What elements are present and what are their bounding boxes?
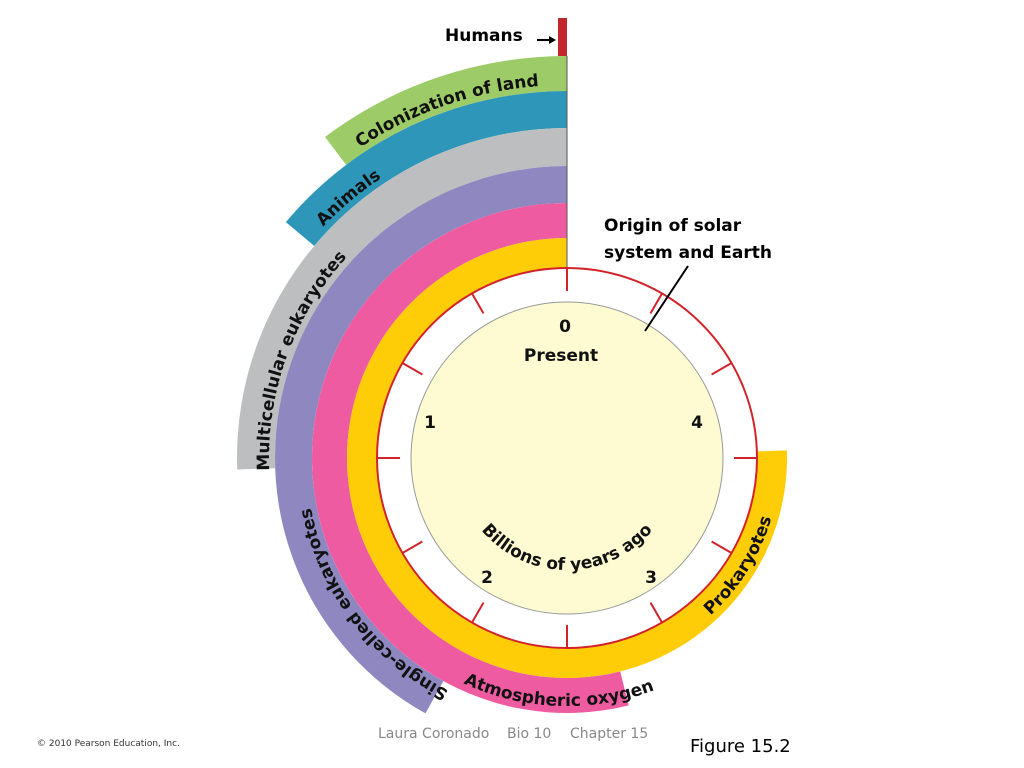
band [325, 56, 567, 165]
band [285, 91, 567, 246]
tick [471, 602, 485, 624]
ticks [377, 268, 757, 648]
humans-bar [558, 18, 567, 56]
origin-label: system and Earth [604, 243, 772, 263]
origin-label: Origin of solar [604, 216, 742, 236]
band [237, 128, 567, 470]
clock-number: 0 [559, 317, 571, 337]
clock-number: 4 [691, 413, 703, 433]
inner-circle [410, 301, 724, 615]
tick [401, 540, 423, 554]
band [274, 166, 567, 714]
arrow-head [549, 36, 556, 44]
tick [471, 292, 485, 314]
credit: Chapter 15 [570, 726, 648, 742]
rings [237, 56, 787, 714]
tick [649, 602, 663, 624]
tick [649, 292, 663, 314]
clock-number: 1 [424, 413, 436, 433]
tick [711, 540, 733, 554]
credit: Bio 10 [507, 726, 551, 742]
figure-label: Figure 15.2 [690, 736, 791, 757]
tick [401, 362, 423, 376]
clock-number: 3 [645, 568, 657, 588]
credit: Laura Coronado [378, 726, 489, 742]
copyright: © 2010 Pearson Education, Inc. [37, 739, 180, 749]
clock-number: 2 [481, 568, 493, 588]
humans-label: Humans [445, 26, 523, 46]
present-label: Present [524, 346, 598, 366]
origin-pointer [644, 265, 689, 332]
tick [711, 362, 733, 376]
